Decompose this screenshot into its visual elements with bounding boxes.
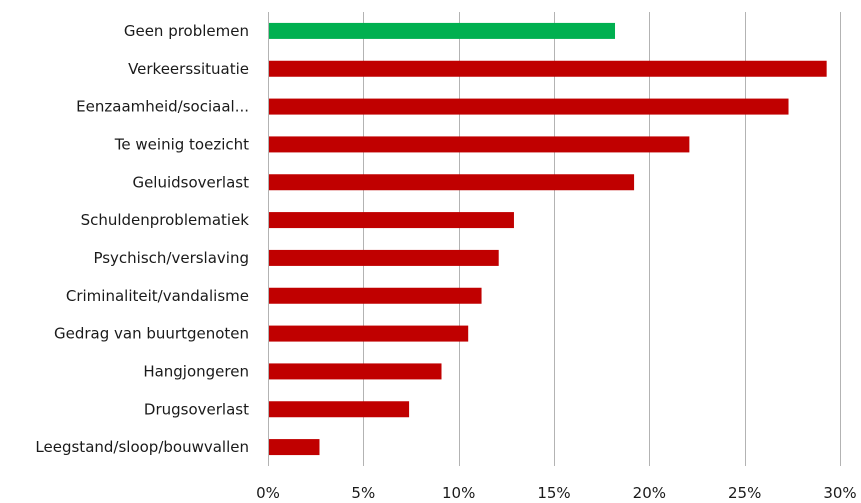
- category-label: Gedrag van buurtgenoten: [54, 325, 249, 343]
- x-tick-label: 10%: [442, 484, 475, 502]
- category-label: Eenzaamheid/sociaal...: [76, 98, 249, 116]
- category-label: Leegstand/sloop/bouwvallen: [35, 438, 249, 456]
- x-tick-label: 25%: [728, 484, 761, 502]
- category-label: Geluidsoverlast: [132, 173, 249, 191]
- x-tick-label: 5%: [351, 484, 375, 502]
- bar: [269, 363, 442, 380]
- bar: [269, 98, 789, 115]
- x-tick-labels: 0% 5% 10% 15% 20% 25% 30%: [256, 484, 857, 502]
- category-label: Criminaliteit/vandalisme: [66, 287, 249, 305]
- bar: [269, 212, 514, 229]
- bar: [269, 249, 499, 266]
- x-tick-label: 20%: [633, 484, 666, 502]
- category-label: Geen problemen: [124, 22, 249, 40]
- x-tick-label: 30%: [823, 484, 856, 502]
- category-label: Verkeerssituatie: [128, 60, 249, 78]
- bars: [269, 22, 827, 456]
- category-labels: Geen problemen Verkeerssituatie Eenzaamhei…: [35, 22, 249, 456]
- category-label: Schuldenproblematiek: [81, 211, 250, 229]
- bar: [269, 439, 320, 456]
- category-label: Psychisch/verslaving: [93, 249, 249, 267]
- bar: [269, 401, 410, 418]
- x-tick-label: 0%: [256, 484, 280, 502]
- bar: [269, 174, 635, 191]
- bar: [269, 60, 827, 77]
- grid-lines: [268, 12, 841, 466]
- category-label: Drugsoverlast: [144, 400, 249, 418]
- bar: [269, 22, 616, 39]
- bar: [269, 136, 690, 153]
- category-label: Te weinig toezicht: [114, 135, 249, 153]
- bar: [269, 325, 469, 342]
- x-tick-label: 15%: [537, 484, 570, 502]
- bar: [269, 287, 482, 304]
- category-label: Hangjongeren: [143, 362, 249, 380]
